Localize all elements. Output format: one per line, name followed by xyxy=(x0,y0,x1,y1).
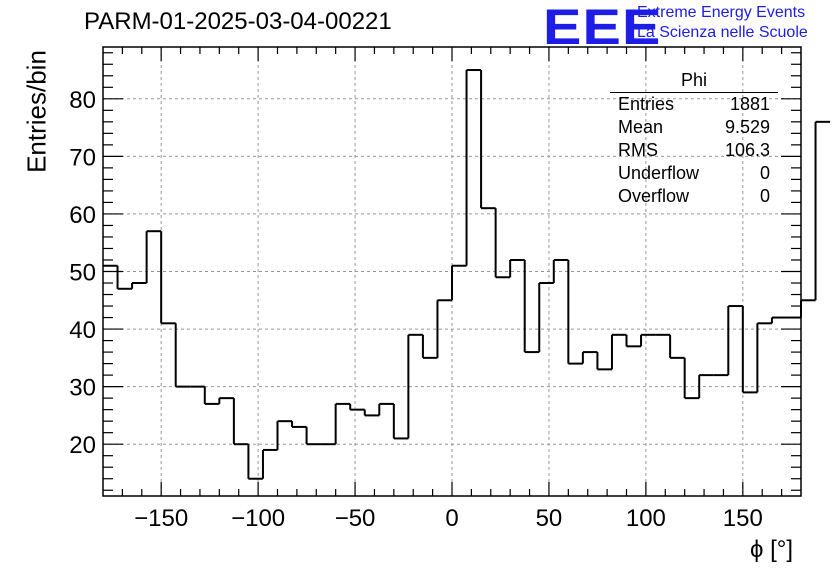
x-tick-label: −50 xyxy=(335,505,376,532)
stats-value: 0 xyxy=(759,163,770,183)
logo-line-2: La Scienza nelle Scuole xyxy=(637,24,808,41)
stats-box: Phi Entries 1881 Mean 9.529 RMS 106.3 Un… xyxy=(610,70,778,208)
stats-label: Mean xyxy=(618,117,664,137)
logo-line-1: Extreme Energy Events xyxy=(637,4,806,21)
plot-frame xyxy=(102,46,802,497)
eee-logo: EEE xyxy=(543,0,662,55)
stats-value: 9.529 xyxy=(724,117,770,137)
stats-row-overflow: Overflow 0 xyxy=(610,185,778,208)
stats-label: Entries xyxy=(618,94,675,114)
x-tick-label: 50 xyxy=(536,505,563,532)
x-tick-label: 0 xyxy=(445,505,458,532)
stats-row-underflow: Underflow 0 xyxy=(610,162,778,185)
axis-ticks xyxy=(103,47,801,496)
histogram-series xyxy=(103,69,831,480)
stats-value: 0 xyxy=(759,186,770,206)
stats-label: Overflow xyxy=(618,186,690,206)
stats-label: Underflow xyxy=(618,163,700,183)
tick-labels: −150 −100 −50 0 50 100 150 20 30 40 50 60 70 80 xyxy=(69,87,763,532)
y-tick-label: 40 xyxy=(69,317,96,344)
y-tick-label: 30 xyxy=(69,375,96,402)
y-tick-label: 50 xyxy=(69,260,96,287)
y-tick-label: 70 xyxy=(69,144,96,171)
stats-value: 106.3 xyxy=(724,140,770,160)
y-tick-label: 20 xyxy=(69,432,96,459)
stats-title: Phi xyxy=(610,70,778,93)
stats-row-mean: Mean 9.529 xyxy=(610,116,778,139)
chart-title: PARM-01-2025-03-04-00221 xyxy=(84,8,392,35)
stats-row-entries: Entries 1881 xyxy=(610,93,778,116)
x-tick-label: 100 xyxy=(626,505,666,532)
stats-row-rms: RMS 106.3 xyxy=(610,139,778,162)
x-tick-label: 150 xyxy=(723,505,763,532)
stats-value: 1881 xyxy=(729,94,770,114)
y-tick-label: 60 xyxy=(69,202,96,229)
x-tick-label: −100 xyxy=(231,505,285,532)
x-axis-label: ϕ [°] xyxy=(750,536,794,563)
y-tick-label: 80 xyxy=(69,87,96,114)
stats-label: RMS xyxy=(618,140,658,160)
x-tick-label: −150 xyxy=(134,505,188,532)
logo-caption: Extreme Energy Events La Scienza nelle S… xyxy=(637,3,808,43)
